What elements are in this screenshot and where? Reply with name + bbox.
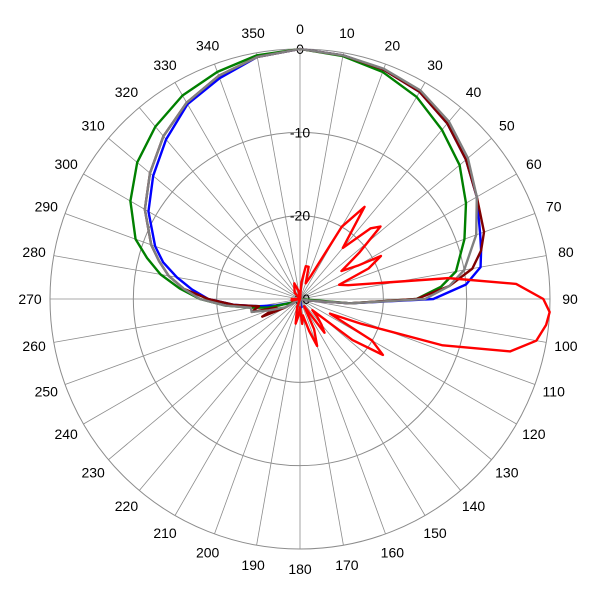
series-trace-3 bbox=[143, 47, 479, 314]
grid-spoke-10 bbox=[299, 52, 344, 300]
angle-label-270: 270 bbox=[18, 291, 42, 307]
angle-label-110: 110 bbox=[543, 383, 566, 399]
grid-spoke-110 bbox=[299, 298, 536, 385]
angle-label-0: 0 bbox=[296, 21, 304, 37]
traces bbox=[129, 47, 551, 357]
angle-label-260: 260 bbox=[22, 338, 46, 354]
angle-labels: 0 10 20 30 40 50 60 70 80 90 100 110 120 130 140 150 160… bbox=[18, 21, 578, 577]
angle-label-200: 200 bbox=[196, 545, 220, 561]
angle-label-340: 340 bbox=[196, 37, 220, 53]
grid-spoke-310 bbox=[108, 137, 301, 300]
grid-spoke-140 bbox=[299, 298, 462, 491]
ring-label-1: -10 bbox=[290, 124, 310, 140]
angle-label-210: 210 bbox=[153, 525, 177, 541]
grid-spoke-220 bbox=[138, 298, 301, 491]
angle-label-160: 160 bbox=[381, 545, 405, 561]
angle-label-230: 230 bbox=[81, 465, 105, 481]
grid-spoke-30 bbox=[299, 82, 426, 300]
angle-label-180: 180 bbox=[288, 561, 312, 577]
angle-label-330: 330 bbox=[153, 57, 177, 73]
grid-spoke-330 bbox=[174, 82, 301, 300]
grid-spoke-80 bbox=[299, 255, 547, 300]
ring-label-2: -20 bbox=[290, 208, 310, 224]
angle-label-130: 130 bbox=[495, 465, 519, 481]
angle-label-250: 250 bbox=[35, 383, 59, 399]
angle-label-290: 290 bbox=[35, 199, 59, 215]
angle-label-30: 30 bbox=[427, 57, 443, 73]
angle-label-300: 300 bbox=[54, 156, 78, 172]
grid-spoke-100 bbox=[299, 298, 547, 343]
angle-label-20: 20 bbox=[385, 37, 401, 53]
grid-spoke-200 bbox=[214, 298, 301, 535]
angle-label-10: 10 bbox=[339, 25, 355, 41]
angle-label-350: 350 bbox=[241, 25, 265, 41]
angle-label-50: 50 bbox=[499, 117, 515, 133]
angle-label-60: 60 bbox=[526, 156, 542, 172]
grid-spoke-170 bbox=[299, 298, 344, 546]
angle-label-240: 240 bbox=[54, 426, 78, 442]
angle-label-90: 90 bbox=[562, 291, 578, 307]
grid-spoke-60 bbox=[299, 173, 517, 300]
grid-spoke-210 bbox=[174, 298, 301, 516]
angle-label-40: 40 bbox=[466, 84, 482, 100]
angle-label-310: 310 bbox=[81, 117, 105, 133]
angle-label-190: 190 bbox=[241, 557, 265, 573]
grid-spoke-240 bbox=[83, 298, 301, 425]
grid-spoke-340 bbox=[214, 63, 301, 300]
grid-spoke-120 bbox=[299, 298, 517, 425]
angle-label-100: 100 bbox=[554, 338, 578, 354]
grid-spoke-300 bbox=[83, 173, 301, 300]
angle-label-170: 170 bbox=[335, 557, 359, 573]
grid-spoke-190 bbox=[256, 298, 301, 546]
angle-label-220: 220 bbox=[115, 498, 139, 514]
angle-label-280: 280 bbox=[22, 244, 46, 260]
angle-label-70: 70 bbox=[546, 199, 562, 215]
grid-spoke-250 bbox=[64, 298, 301, 385]
angle-label-120: 120 bbox=[522, 426, 546, 442]
series-trace-4 bbox=[290, 205, 551, 357]
grid-spoke-20 bbox=[299, 63, 386, 300]
angle-label-80: 80 bbox=[558, 244, 574, 260]
angle-label-140: 140 bbox=[462, 498, 486, 514]
grid-spoke-230 bbox=[108, 298, 301, 461]
grid-spoke-290 bbox=[64, 213, 301, 300]
series-trace-2 bbox=[143, 47, 486, 318]
grid-spoke-150 bbox=[299, 298, 426, 516]
angle-label-150: 150 bbox=[423, 525, 447, 541]
grid-spoke-350 bbox=[256, 52, 301, 300]
grid-spoke-70 bbox=[299, 213, 536, 300]
grid-spoke-40 bbox=[299, 107, 462, 300]
angle-label-320: 320 bbox=[115, 84, 139, 100]
